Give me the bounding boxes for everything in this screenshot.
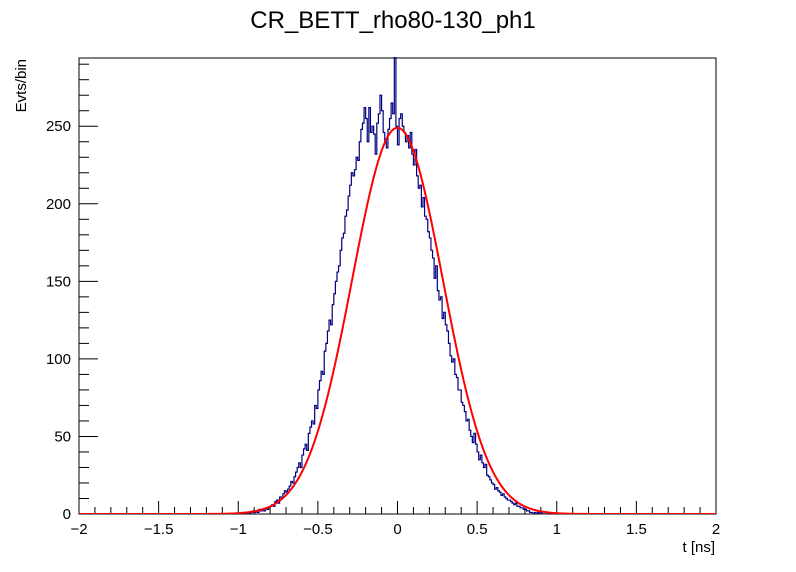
x-tick-label: −1.5 (144, 521, 174, 538)
y-tick-label: 100 (46, 351, 71, 368)
x-tick-label: 1.5 (626, 521, 647, 538)
x-tick-label: −2 (70, 521, 87, 538)
x-tick-label: 0.5 (467, 521, 488, 538)
axis-tick-labels: −2 −1.5 −1 −0.5 0 0.5 1 1.5 2 0 50 100 150 200 250 (46, 118, 720, 538)
chart-title: CR_BETT_rho80-130_ph1 (250, 7, 536, 34)
y-tick-label: 200 (46, 196, 71, 213)
x-axis-label: t [ns] (682, 539, 715, 556)
y-axis-label: Evts/bin (13, 59, 30, 112)
y-tick-label: 50 (54, 428, 71, 445)
series-group (79, 57, 716, 514)
axis-ticks (78, 63, 717, 515)
x-tick-label: −1 (230, 521, 247, 538)
histogram-series (79, 57, 716, 514)
y-tick-label: 150 (46, 273, 71, 290)
fit-curve (79, 126, 716, 514)
y-tick-label: 0 (63, 506, 71, 523)
x-tick-label: 0 (393, 521, 401, 538)
y-tick-label: 250 (46, 118, 71, 135)
x-tick-label: 2 (712, 521, 720, 538)
x-tick-label: −0.5 (303, 521, 333, 538)
x-tick-label: 1 (553, 521, 561, 538)
